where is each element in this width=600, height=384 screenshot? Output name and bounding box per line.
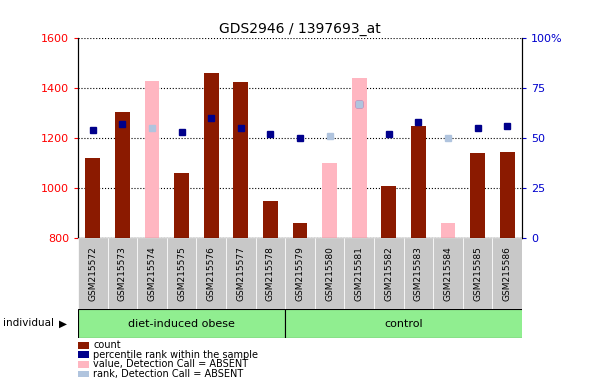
- Bar: [404, 238, 433, 309]
- Text: GSM215572: GSM215572: [88, 246, 97, 301]
- Bar: [85, 158, 100, 238]
- Bar: [470, 153, 485, 238]
- Bar: [256, 238, 285, 309]
- Text: GSM215576: GSM215576: [206, 246, 216, 301]
- Bar: [411, 126, 426, 238]
- Bar: [315, 238, 344, 309]
- Text: GSM215580: GSM215580: [325, 246, 334, 301]
- Bar: [500, 152, 515, 238]
- Bar: [493, 238, 522, 309]
- Text: GSM215578: GSM215578: [266, 246, 275, 301]
- Text: value, Detection Call = ABSENT: value, Detection Call = ABSENT: [93, 359, 248, 369]
- Bar: [382, 186, 396, 238]
- Text: GSM215584: GSM215584: [443, 246, 452, 301]
- Text: GSM215573: GSM215573: [118, 246, 127, 301]
- Bar: [78, 309, 285, 338]
- Text: rank, Detection Call = ABSENT: rank, Detection Call = ABSENT: [93, 369, 243, 379]
- Text: GSM215586: GSM215586: [503, 246, 512, 301]
- Bar: [137, 238, 167, 309]
- Bar: [115, 112, 130, 238]
- Bar: [226, 238, 256, 309]
- Bar: [344, 238, 374, 309]
- Bar: [293, 223, 307, 238]
- Bar: [78, 238, 107, 309]
- Bar: [285, 238, 315, 309]
- Text: GSM215577: GSM215577: [236, 246, 245, 301]
- Bar: [263, 200, 278, 238]
- Text: GSM215579: GSM215579: [296, 246, 305, 301]
- Bar: [433, 238, 463, 309]
- Text: ▶: ▶: [59, 318, 67, 328]
- Text: GSM215583: GSM215583: [414, 246, 423, 301]
- Bar: [167, 238, 196, 309]
- Bar: [352, 78, 367, 238]
- Text: GSM215581: GSM215581: [355, 246, 364, 301]
- Text: GSM215582: GSM215582: [385, 246, 394, 301]
- Bar: [174, 173, 189, 238]
- Bar: [374, 238, 404, 309]
- Text: GSM215585: GSM215585: [473, 246, 482, 301]
- Title: GDS2946 / 1397693_at: GDS2946 / 1397693_at: [219, 22, 381, 36]
- Text: count: count: [93, 340, 121, 350]
- Text: control: control: [384, 318, 423, 329]
- Bar: [322, 163, 337, 238]
- Bar: [204, 73, 218, 238]
- Bar: [145, 81, 160, 238]
- Bar: [285, 309, 537, 338]
- Text: individual: individual: [3, 318, 54, 328]
- Bar: [196, 238, 226, 309]
- Bar: [233, 82, 248, 238]
- Bar: [463, 238, 493, 309]
- Bar: [440, 223, 455, 238]
- Text: diet-induced obese: diet-induced obese: [128, 318, 235, 329]
- Bar: [107, 238, 137, 309]
- Text: GSM215574: GSM215574: [148, 246, 157, 301]
- Text: GSM215575: GSM215575: [177, 246, 186, 301]
- Text: percentile rank within the sample: percentile rank within the sample: [93, 350, 258, 360]
